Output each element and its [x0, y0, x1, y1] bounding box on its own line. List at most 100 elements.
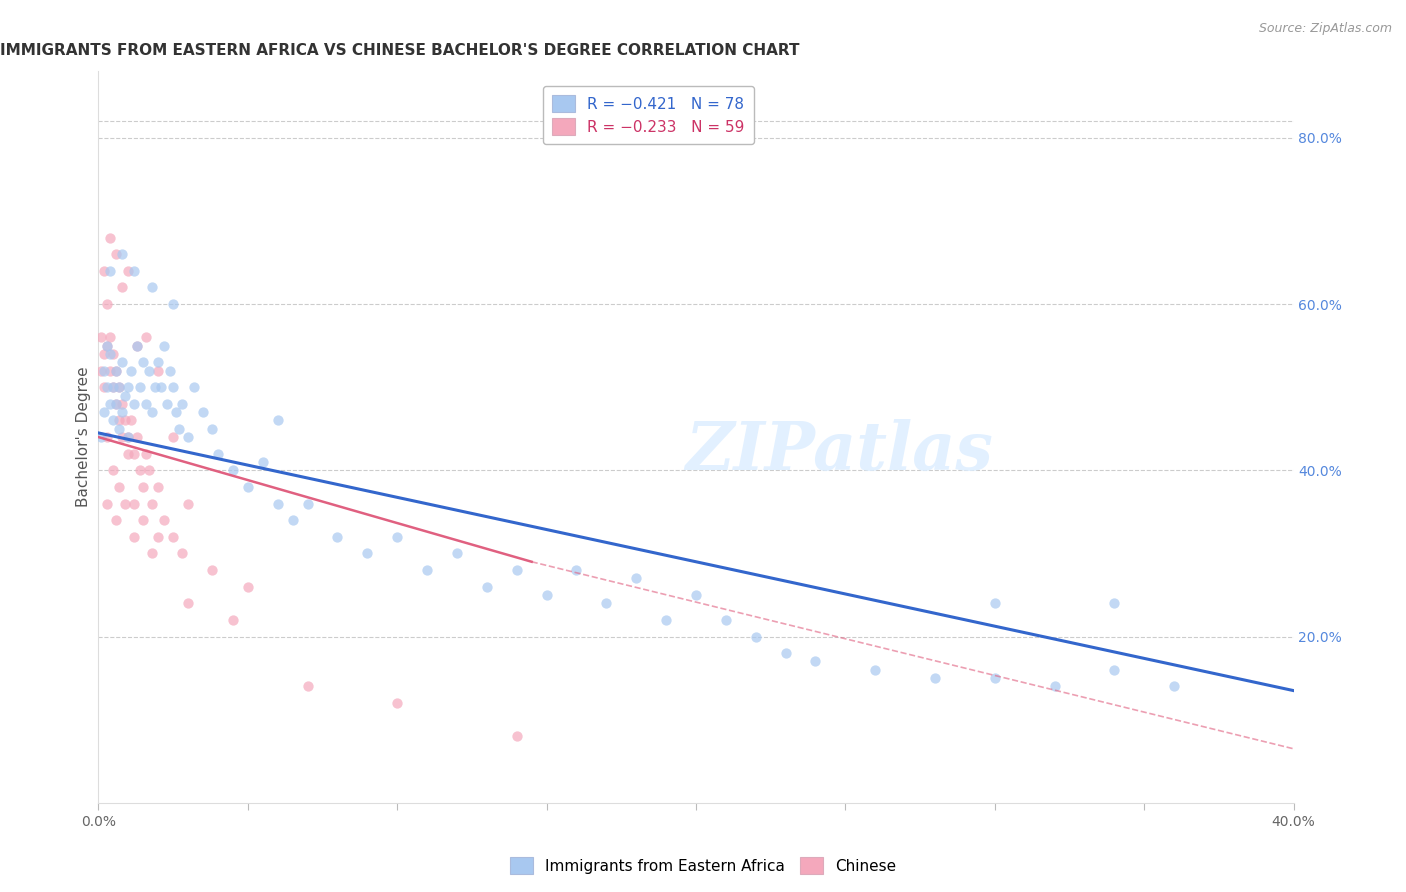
- Point: [96, 380, 118, 394]
- Point: [100, 397, 122, 411]
- Point: [714, 613, 737, 627]
- Point: [159, 363, 181, 377]
- Point: [117, 430, 139, 444]
- Point: [114, 413, 136, 427]
- Point: [153, 338, 176, 352]
- Point: [132, 480, 155, 494]
- Point: [165, 405, 187, 419]
- Point: [356, 546, 378, 560]
- Point: [96, 430, 118, 444]
- Point: [111, 397, 134, 411]
- Text: IMMIGRANTS FROM EASTERN AFRICA VS CHINESE BACHELOR'S DEGREE CORRELATION CHART: IMMIGRANTS FROM EASTERN AFRICA VS CHINES…: [0, 43, 800, 58]
- Point: [207, 447, 229, 461]
- Point: [162, 530, 184, 544]
- Text: ZIPatlas: ZIPatlas: [686, 419, 993, 484]
- Point: [103, 413, 125, 427]
- Point: [984, 596, 1007, 610]
- Point: [148, 355, 170, 369]
- Point: [108, 480, 131, 494]
- Point: [93, 347, 115, 361]
- Point: [124, 397, 146, 411]
- Point: [685, 588, 707, 602]
- Point: [626, 571, 648, 585]
- Point: [297, 497, 319, 511]
- Point: [775, 646, 797, 660]
- Point: [96, 297, 118, 311]
- Point: [114, 497, 136, 511]
- Point: [124, 264, 146, 278]
- Point: [222, 613, 245, 627]
- Point: [565, 563, 588, 577]
- Point: [924, 671, 946, 685]
- Point: [135, 330, 157, 344]
- Point: [108, 380, 131, 394]
- Point: [100, 347, 122, 361]
- Point: [1043, 680, 1066, 694]
- Point: [150, 380, 173, 394]
- Point: [132, 513, 155, 527]
- Legend: Immigrants from Eastern Africa, Chinese: Immigrants from Eastern Africa, Chinese: [503, 851, 903, 880]
- Point: [222, 463, 245, 477]
- Point: [141, 280, 163, 294]
- Point: [148, 480, 170, 494]
- Point: [984, 671, 1007, 685]
- Point: [177, 497, 200, 511]
- Point: [90, 430, 112, 444]
- Point: [117, 264, 139, 278]
- Point: [177, 596, 200, 610]
- Point: [148, 363, 170, 377]
- Y-axis label: Bachelor's Degree: Bachelor's Degree: [76, 367, 91, 508]
- Point: [536, 588, 558, 602]
- Point: [655, 613, 678, 627]
- Point: [506, 563, 529, 577]
- Point: [124, 447, 146, 461]
- Point: [141, 546, 163, 560]
- Point: [111, 430, 134, 444]
- Point: [100, 264, 122, 278]
- Point: [129, 380, 152, 394]
- Point: [446, 546, 468, 560]
- Point: [162, 380, 184, 394]
- Point: [506, 729, 529, 743]
- Point: [114, 388, 136, 402]
- Point: [124, 530, 146, 544]
- Point: [132, 355, 155, 369]
- Point: [111, 280, 134, 294]
- Point: [281, 513, 304, 527]
- Point: [117, 380, 139, 394]
- Point: [135, 447, 157, 461]
- Point: [385, 530, 409, 544]
- Point: [236, 480, 259, 494]
- Point: [129, 463, 152, 477]
- Point: [595, 596, 617, 610]
- Point: [297, 680, 319, 694]
- Point: [191, 405, 214, 419]
- Point: [111, 405, 134, 419]
- Point: [105, 513, 128, 527]
- Point: [385, 696, 409, 710]
- Point: [105, 397, 128, 411]
- Point: [1104, 596, 1126, 610]
- Point: [117, 447, 139, 461]
- Point: [267, 497, 290, 511]
- Point: [120, 413, 142, 427]
- Point: [100, 230, 122, 244]
- Point: [90, 363, 112, 377]
- Point: [105, 363, 128, 377]
- Point: [103, 347, 125, 361]
- Point: [108, 422, 131, 436]
- Point: [111, 247, 134, 261]
- Point: [117, 430, 139, 444]
- Point: [108, 413, 131, 427]
- Point: [201, 563, 224, 577]
- Point: [93, 363, 115, 377]
- Point: [96, 497, 118, 511]
- Point: [105, 397, 128, 411]
- Point: [156, 397, 179, 411]
- Point: [120, 363, 142, 377]
- Point: [96, 338, 118, 352]
- Point: [1104, 663, 1126, 677]
- Point: [103, 463, 125, 477]
- Point: [326, 530, 349, 544]
- Point: [183, 380, 205, 394]
